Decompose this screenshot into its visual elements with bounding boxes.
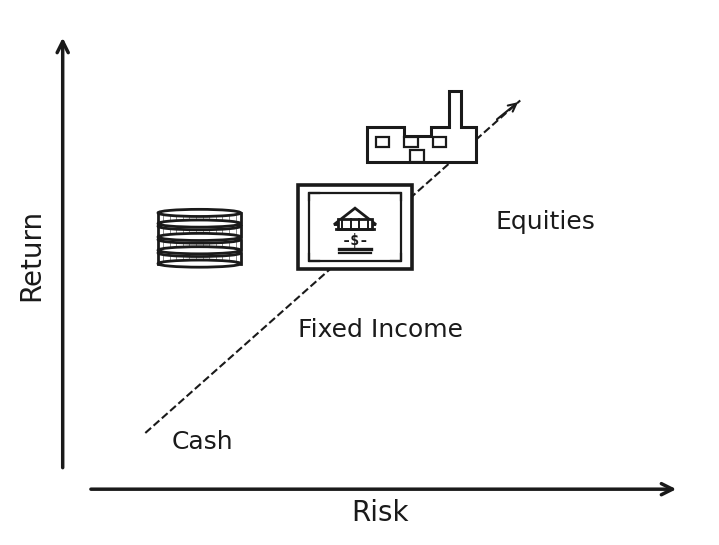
Ellipse shape xyxy=(158,250,241,257)
Text: Fixed Income: Fixed Income xyxy=(298,318,463,342)
Ellipse shape xyxy=(158,247,241,254)
Bar xyxy=(298,185,412,269)
Bar xyxy=(376,137,389,147)
Bar xyxy=(411,150,423,162)
Text: Risk: Risk xyxy=(352,499,409,526)
Bar xyxy=(404,137,418,147)
FancyBboxPatch shape xyxy=(158,253,241,264)
Polygon shape xyxy=(334,208,376,225)
Text: Equities: Equities xyxy=(495,210,595,234)
Ellipse shape xyxy=(158,260,241,267)
Ellipse shape xyxy=(158,233,241,240)
Text: Return: Return xyxy=(17,209,45,301)
Ellipse shape xyxy=(158,209,241,216)
Ellipse shape xyxy=(158,220,241,227)
Bar xyxy=(337,219,372,229)
Ellipse shape xyxy=(158,236,241,243)
Bar xyxy=(434,137,446,147)
FancyBboxPatch shape xyxy=(309,193,400,261)
FancyBboxPatch shape xyxy=(158,240,241,250)
Polygon shape xyxy=(367,91,476,162)
Text: Cash: Cash xyxy=(172,431,233,455)
Text: -$-: -$- xyxy=(342,233,369,247)
FancyBboxPatch shape xyxy=(158,213,241,223)
Ellipse shape xyxy=(158,223,241,230)
FancyBboxPatch shape xyxy=(158,226,241,237)
